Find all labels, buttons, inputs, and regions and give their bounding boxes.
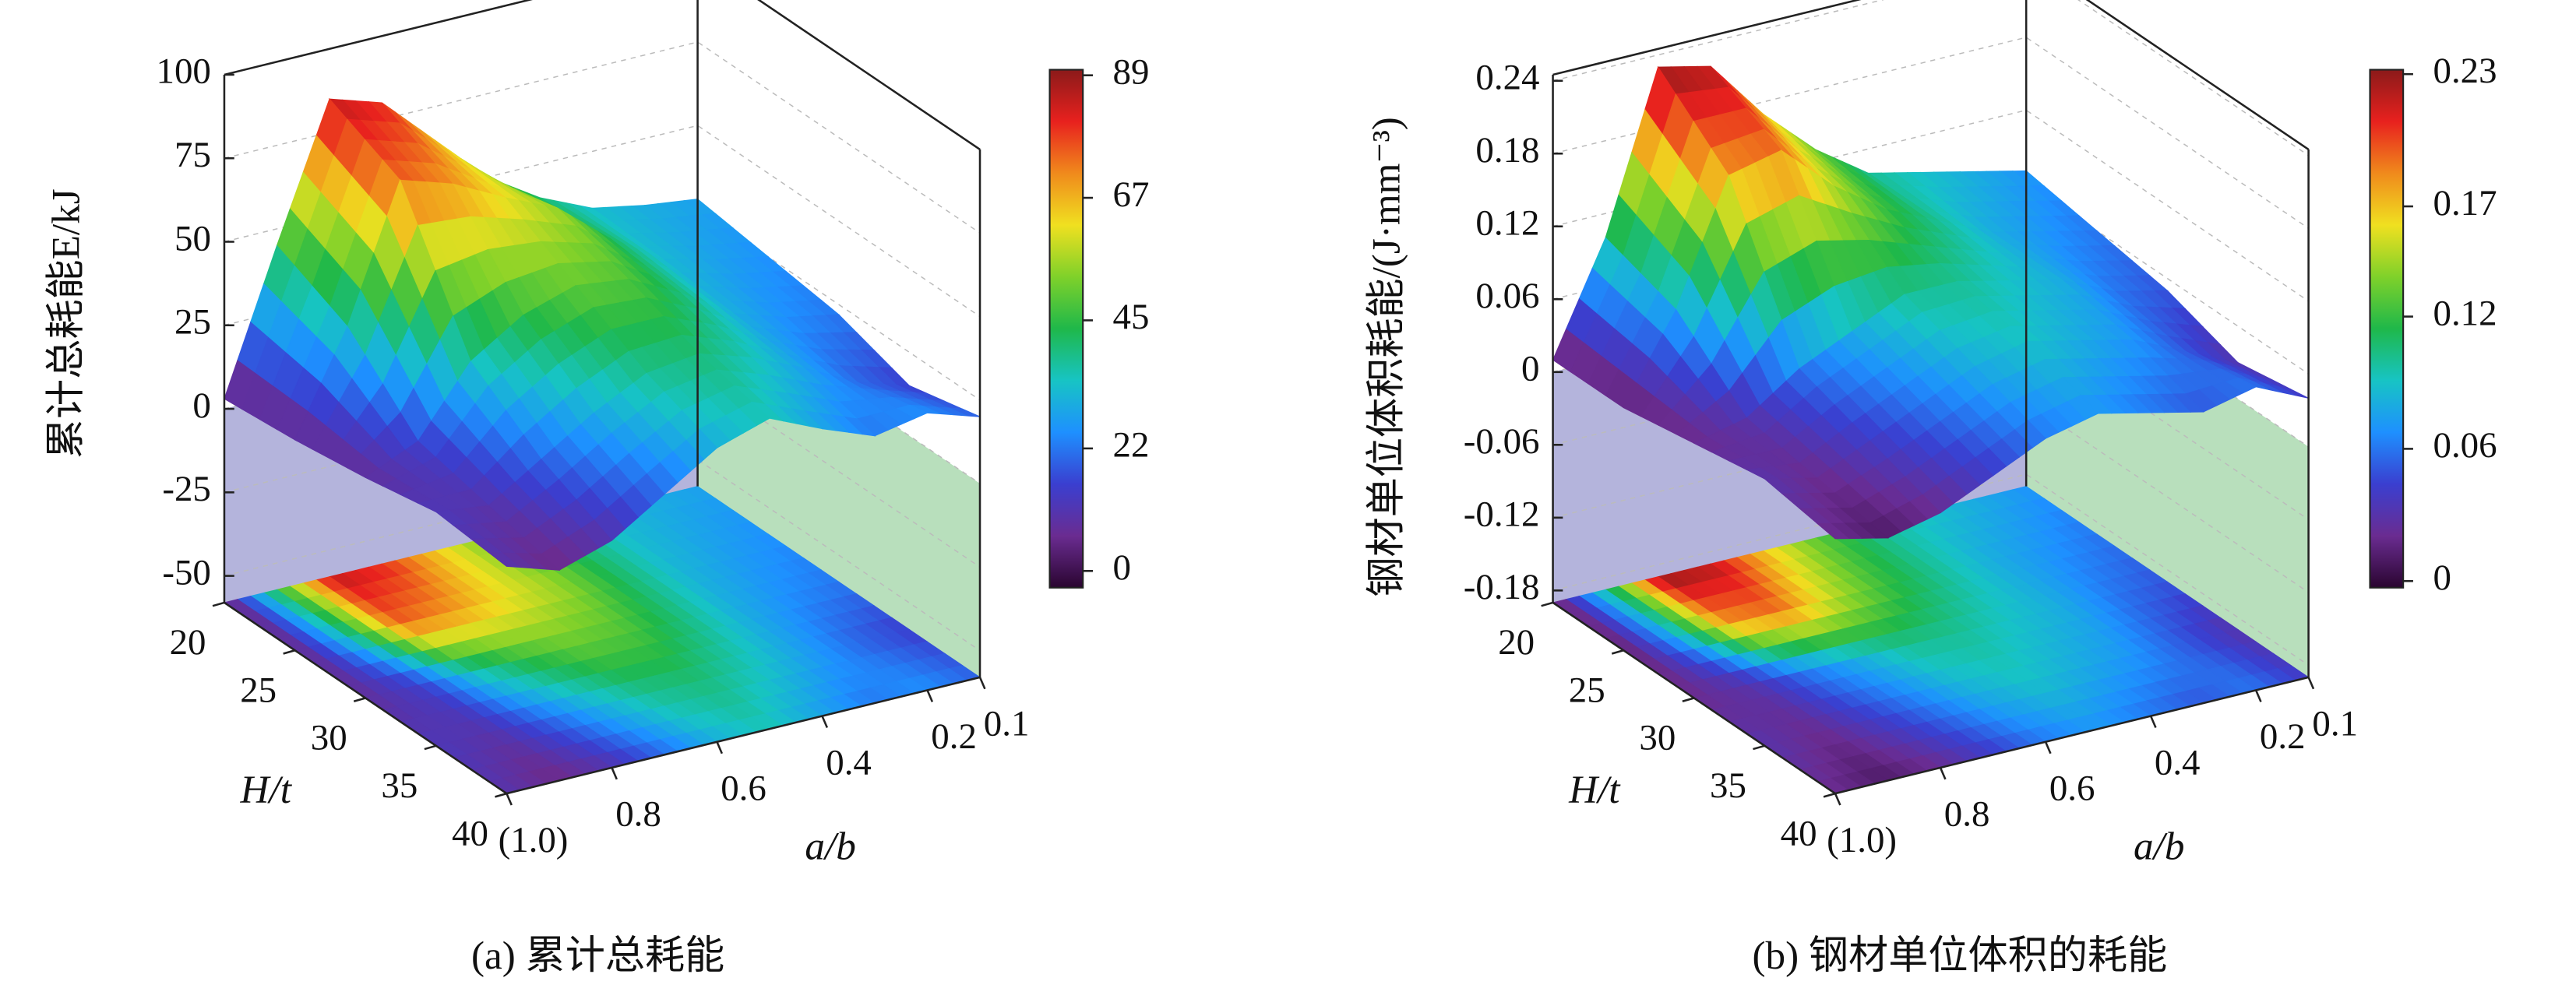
z-tick-label: 0.06	[1475, 276, 1539, 316]
x-tick	[1834, 793, 1841, 806]
axis-line	[1552, 601, 1836, 795]
y-axis-title: H/t	[1568, 768, 1621, 812]
y-axis-title: H/t	[240, 768, 293, 812]
x-tick-label: 0.4	[2155, 742, 2201, 783]
x-tick	[2307, 677, 2315, 690]
z-tick-label: -0.06	[1464, 421, 1540, 462]
y-tick-label: 25	[1569, 670, 1605, 710]
z-tick-label: 25	[174, 302, 211, 343]
y-tick-label: 35	[1710, 765, 1746, 806]
y-tick-label: 30	[311, 718, 347, 758]
x-tick-label: 0.8	[615, 794, 661, 835]
colorbar	[2369, 69, 2405, 589]
colorbar-tick-label: 67	[1113, 174, 1150, 215]
x-tick-label: 0.6	[2049, 768, 2095, 808]
colorbar-tick-label: 0	[1113, 547, 1131, 588]
x-tick	[506, 793, 513, 806]
grid-line	[224, 459, 981, 652]
colorbar-tick-label: 0.23	[2433, 51, 2497, 91]
y-tick-label: 35	[381, 765, 418, 806]
colorbar-tick-label: 0.17	[2433, 183, 2497, 223]
x-tick	[611, 767, 618, 780]
caption: (a) 累计总耗能	[471, 934, 724, 978]
z-tick-label: 0	[1521, 349, 1539, 389]
y-tick-label: 20	[170, 622, 206, 663]
y-tick-label: 25	[240, 670, 277, 710]
z-tick-label: -25	[162, 469, 211, 509]
y-tick	[1823, 792, 1836, 798]
y-tick-label: 40	[452, 813, 488, 853]
z-tick-label: 75	[174, 135, 211, 175]
colorbar-tick-label: 22	[1113, 425, 1150, 466]
x-tick-label: 0.1	[2312, 704, 2358, 744]
colorbar-tick-label: 0	[2433, 558, 2451, 598]
x-tick	[2254, 689, 2262, 702]
axis-line	[1552, 0, 1862, 76]
y-tick	[424, 744, 437, 751]
colorbar-tick-label: 0.12	[2433, 293, 2497, 333]
y-tick-label: 20	[1498, 622, 1535, 663]
x-tick-label: 0.4	[826, 742, 872, 783]
colorbar	[1048, 69, 1084, 589]
x-tick-label: (1.0)	[1827, 820, 1897, 860]
y-tick	[1611, 649, 1624, 655]
axis-line	[2085, 0, 2310, 150]
z-tick-label: 0.12	[1475, 203, 1539, 244]
caption: (b) 钢材单位体积的耗能	[1752, 934, 2167, 978]
x-tick-label: 0.2	[931, 716, 977, 757]
z-tick-label: 50	[174, 218, 211, 259]
z-tick-label: 100	[157, 51, 211, 92]
axis-line	[224, 0, 533, 76]
x-tick-label: 0.8	[1944, 794, 1990, 835]
y-tick	[353, 697, 366, 703]
z-tick-label: 0	[192, 385, 210, 426]
y-tick	[283, 649, 295, 655]
x-tick	[821, 716, 829, 729]
y-tick-label: 40	[1781, 813, 1817, 853]
x-tick	[2044, 741, 2052, 754]
y-tick	[1541, 601, 1553, 607]
surface-patch	[1816, 522, 1850, 540]
x-axis-title: a/b	[2134, 824, 2184, 868]
x-tick	[926, 689, 934, 702]
x-tick-label: (1.0)	[499, 820, 569, 860]
x-tick	[2149, 716, 2157, 729]
z-axis-title: 累计总耗能E/kJ	[44, 188, 88, 459]
grid-line	[1552, 0, 2310, 157]
y-tick	[1682, 697, 1695, 703]
z-axis-title: 钢材单位体积耗能/(J·mm⁻³)	[1364, 117, 1408, 596]
axis-line	[757, 0, 981, 150]
colorbar-tick-label: 45	[1113, 297, 1150, 337]
x-tick	[978, 677, 986, 690]
colorbar-tick-label: 89	[1113, 51, 1150, 92]
y-tick	[495, 792, 507, 798]
y-tick	[1753, 744, 1765, 751]
x-tick-label: 0.2	[2260, 716, 2306, 757]
grid-line	[1552, 400, 2310, 593]
colorbar-tick-label: 0.06	[2433, 425, 2497, 466]
x-tick	[716, 741, 724, 754]
x-tick-label: 0.6	[721, 768, 766, 808]
axis-line	[1834, 676, 2309, 795]
z-tick-label: -50	[162, 552, 211, 593]
z-tick-label: 0.24	[1475, 57, 1539, 97]
x-axis-title: a/b	[805, 824, 855, 868]
x-tick-label: 0.1	[984, 704, 1030, 744]
z-tick-label: -0.18	[1464, 567, 1540, 607]
grid-line	[1552, 473, 2310, 666]
x-tick	[1939, 767, 1947, 780]
surface-patch	[488, 552, 521, 568]
z-tick-label: 0.18	[1475, 130, 1539, 171]
z-tick-label: -0.12	[1464, 494, 1540, 535]
y-tick	[212, 601, 225, 607]
y-tick-label: 30	[1639, 718, 1676, 758]
axis-line	[506, 676, 981, 795]
